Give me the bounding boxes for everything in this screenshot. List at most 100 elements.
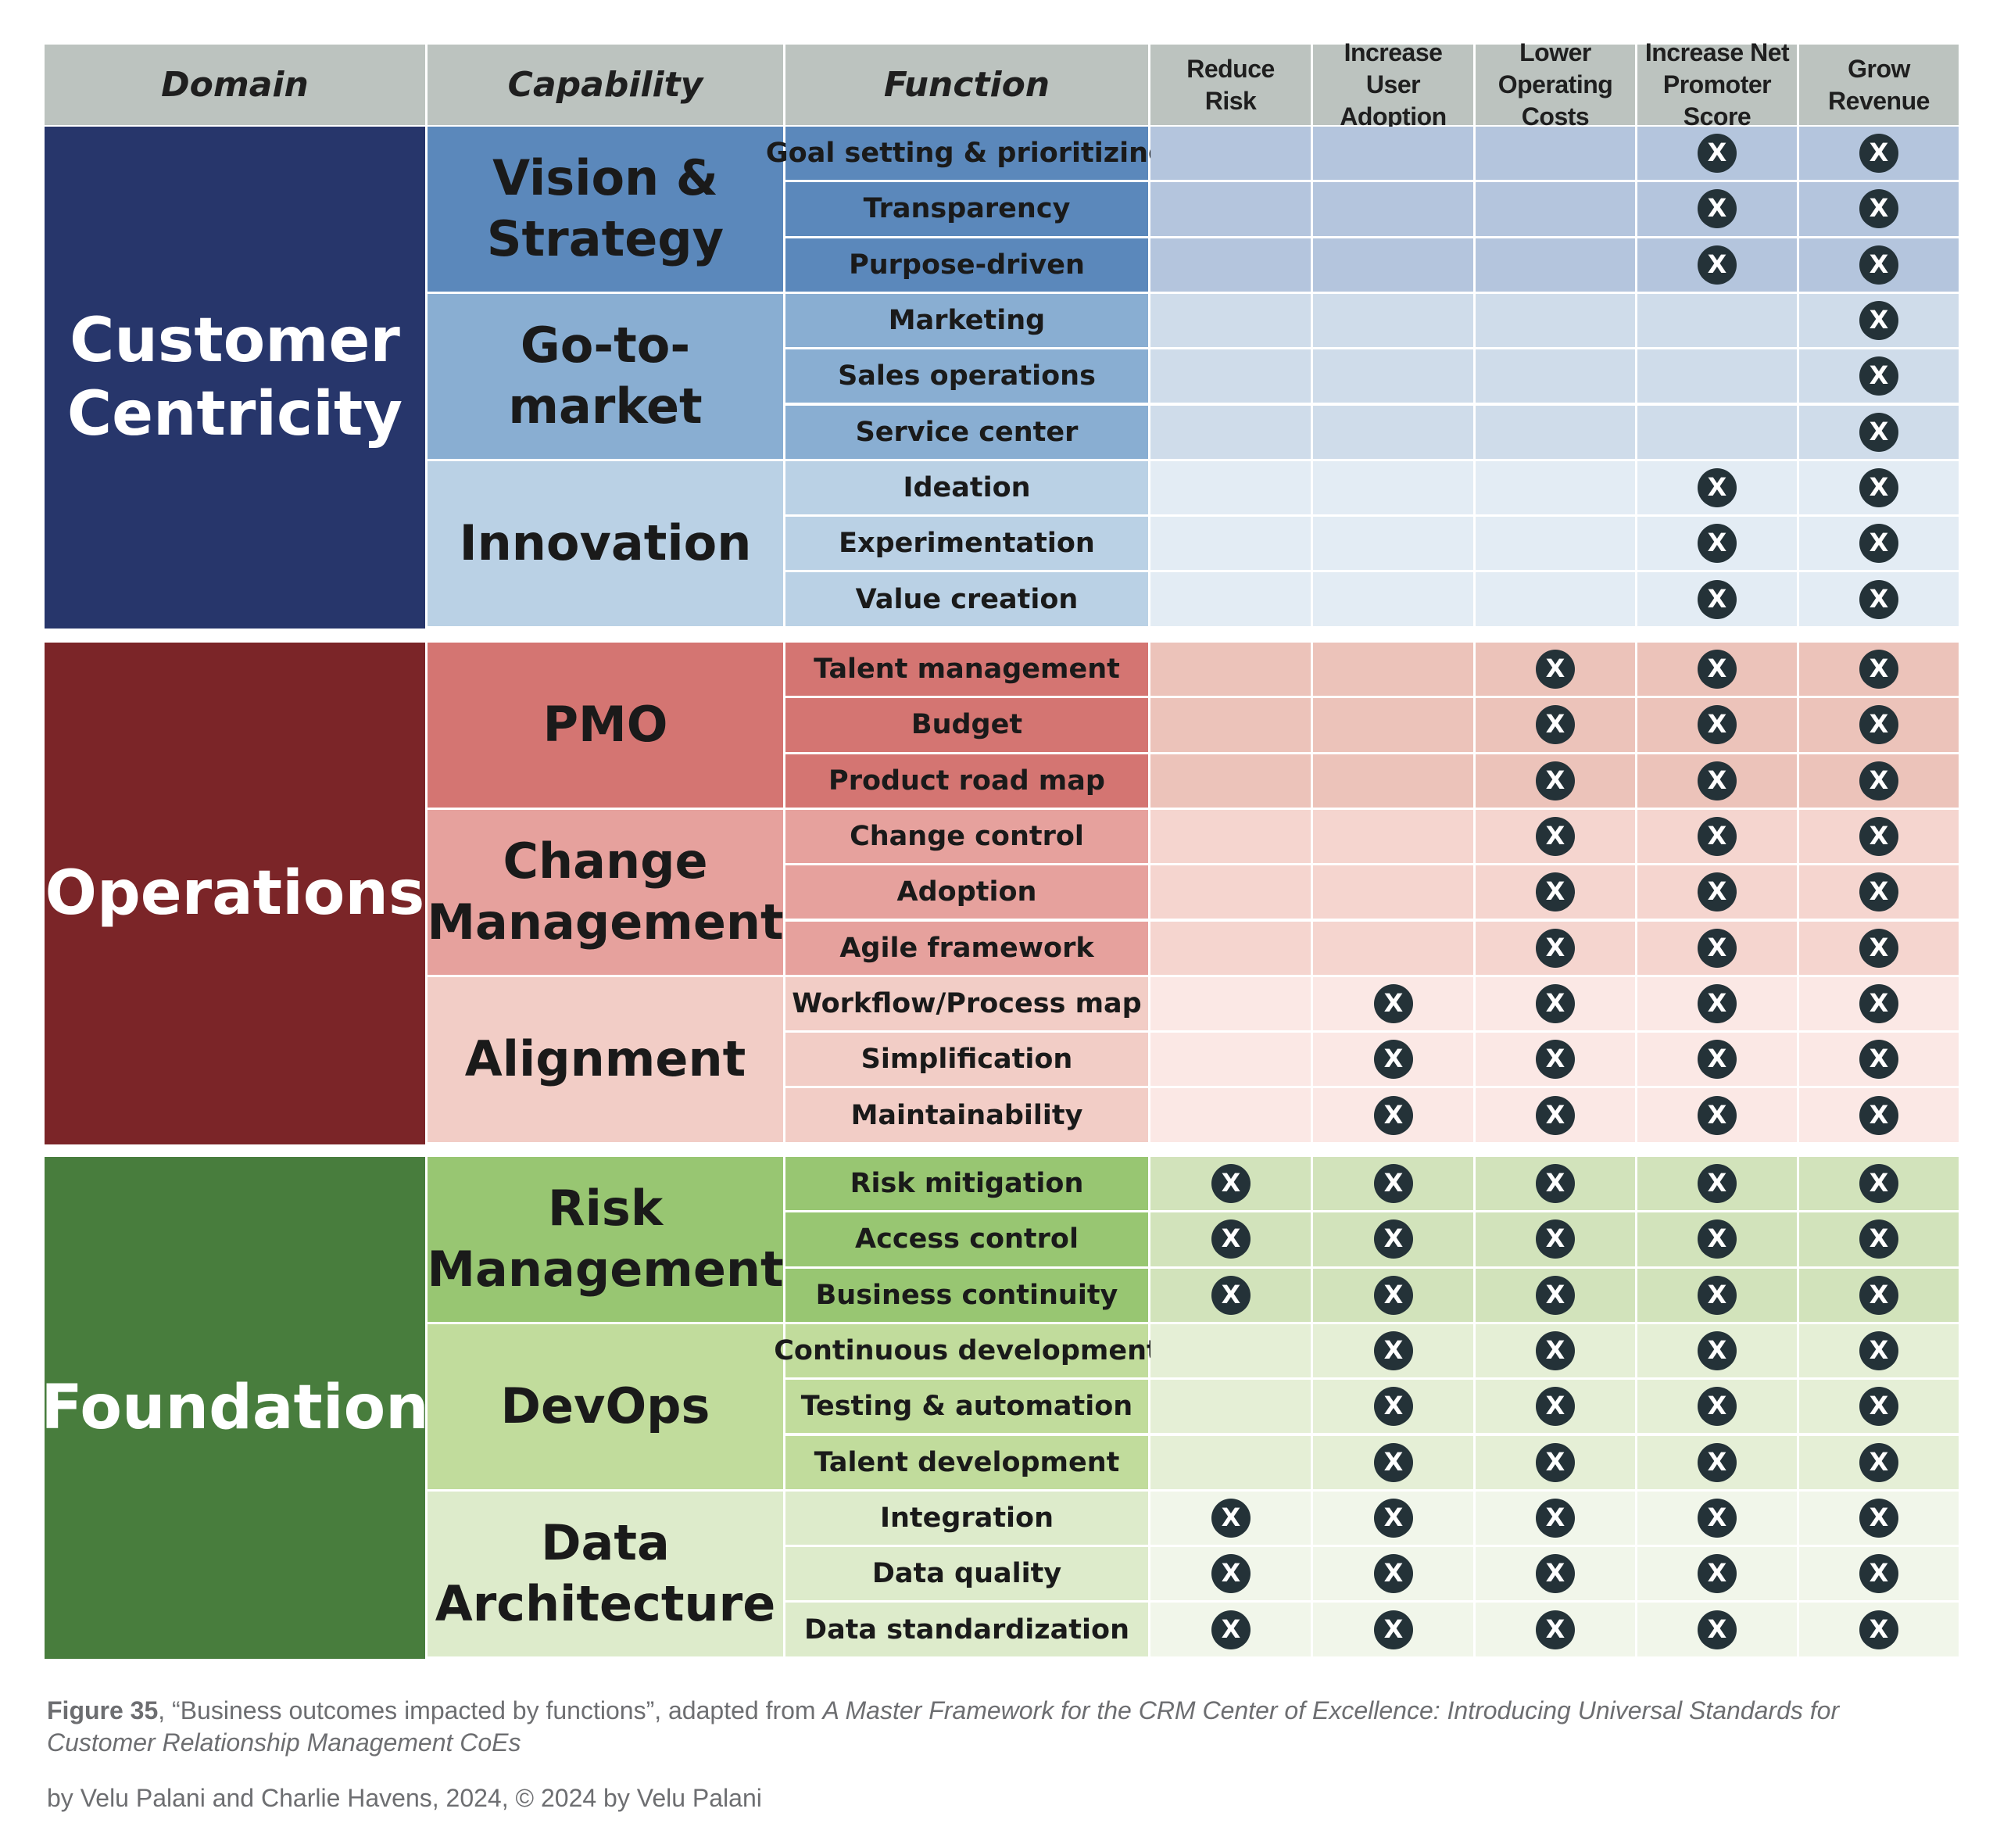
- svg-text:X: X: [1708, 933, 1727, 962]
- svg-text:X: X: [1383, 988, 1403, 1018]
- x-mark-icon: X: [1373, 1331, 1413, 1371]
- capability-cell: Vision & Strategy: [428, 127, 783, 292]
- svg-text:X: X: [1708, 472, 1727, 502]
- function-cell: Risk mitigation: [785, 1157, 1148, 1211]
- x-mark-icon: X: [1859, 245, 1898, 285]
- function-cell: Talent development: [785, 1435, 1148, 1489]
- outcome-cell: [1313, 643, 1473, 697]
- x-mark-icon: X: [1536, 1442, 1575, 1482]
- x-mark-icon: X: [1698, 1442, 1737, 1482]
- svg-text:X: X: [1870, 1168, 1889, 1198]
- svg-text:X: X: [1221, 1558, 1240, 1588]
- outcome-cell: [1150, 921, 1311, 975]
- x-mark-icon: X: [1211, 1610, 1251, 1649]
- outcome-cell: [1476, 517, 1635, 571]
- outcome-cell: [1150, 1380, 1311, 1434]
- x-mark-icon: X: [1698, 1387, 1737, 1427]
- x-mark-icon: X: [1859, 1498, 1898, 1538]
- svg-text:X: X: [1708, 988, 1727, 1018]
- function-cell: Testing & automation: [785, 1380, 1148, 1434]
- x-mark-icon: X: [1536, 1498, 1575, 1538]
- x-mark-icon: X: [1536, 1219, 1575, 1259]
- outcome-cell: [1150, 349, 1311, 403]
- svg-text:X: X: [1708, 709, 1727, 739]
- x-mark-icon: X: [1698, 524, 1737, 564]
- svg-text:X: X: [1708, 584, 1727, 614]
- svg-text:X: X: [1870, 584, 1889, 614]
- outcome-cell: [1313, 293, 1473, 348]
- x-mark-icon: X: [1373, 1610, 1413, 1649]
- function-cell: Workflow/Process map: [785, 976, 1148, 1031]
- x-mark-icon: X: [1859, 1554, 1898, 1594]
- outcome-cell: [1476, 572, 1635, 626]
- function-cell: Sales operations: [785, 349, 1148, 403]
- x-mark-icon: X: [1698, 579, 1737, 619]
- svg-text:X: X: [1870, 765, 1889, 795]
- svg-text:X: X: [1870, 305, 1889, 335]
- x-mark-icon: X: [1859, 1387, 1898, 1427]
- outcome-cell: [1150, 572, 1311, 626]
- function-cell: Experimentation: [785, 517, 1148, 571]
- svg-text:X: X: [1708, 876, 1727, 906]
- x-mark-icon: X: [1536, 705, 1575, 745]
- x-mark-icon: X: [1698, 1164, 1737, 1204]
- svg-text:X: X: [1708, 1044, 1727, 1073]
- x-mark-icon: X: [1211, 1498, 1251, 1538]
- x-mark-icon: X: [1859, 356, 1898, 396]
- svg-text:X: X: [1708, 1502, 1727, 1532]
- x-mark-icon: X: [1698, 1498, 1737, 1538]
- svg-text:X: X: [1870, 138, 1889, 167]
- x-mark-icon: X: [1536, 1275, 1575, 1315]
- svg-text:X: X: [1870, 528, 1889, 557]
- x-mark-icon: X: [1211, 1554, 1251, 1594]
- function-cell: Data standardization: [785, 1603, 1148, 1656]
- x-mark-icon: X: [1859, 1164, 1898, 1204]
- function-cell: Agile framework: [785, 921, 1148, 975]
- svg-text:X: X: [1546, 1391, 1565, 1420]
- x-mark-icon: X: [1536, 1164, 1575, 1204]
- svg-text:X: X: [1383, 1223, 1403, 1253]
- caption-title-line: Figure 35, “Business outcomes impacted b…: [47, 1695, 1954, 1759]
- svg-text:X: X: [1546, 1168, 1565, 1198]
- domain-cell: Foundation: [41, 1157, 429, 1659]
- svg-text:X: X: [1870, 1391, 1889, 1420]
- outcome-cell: [1313, 809, 1473, 864]
- svg-text:X: X: [1383, 1100, 1403, 1130]
- svg-text:X: X: [1708, 1223, 1727, 1253]
- figure-caption: Figure 35, “Business outcomes impacted b…: [47, 1695, 1954, 1814]
- svg-text:X: X: [1708, 1100, 1727, 1130]
- svg-text:X: X: [1870, 988, 1889, 1018]
- function-cell: Business continuity: [785, 1268, 1148, 1322]
- svg-text:X: X: [1708, 1391, 1727, 1420]
- svg-text:X: X: [1546, 1100, 1565, 1130]
- outcome-cell: [1313, 460, 1473, 515]
- svg-text:X: X: [1708, 654, 1727, 683]
- svg-text:X: X: [1870, 249, 1889, 279]
- x-mark-icon: X: [1373, 1498, 1413, 1538]
- x-mark-icon: X: [1698, 650, 1737, 689]
- x-mark-icon: X: [1698, 1040, 1737, 1080]
- outcome-cell: [1150, 976, 1311, 1031]
- caption-credit: by Velu Palani and Charlie Havens, 2024,…: [47, 1784, 762, 1812]
- function-cell: Budget: [785, 698, 1148, 752]
- outcome-cell: [1150, 809, 1311, 864]
- function-cell: Transparency: [785, 182, 1148, 236]
- x-mark-icon: X: [1859, 1219, 1898, 1259]
- header-outcome: Grow Revenue: [1799, 45, 1959, 125]
- svg-text:X: X: [1383, 1044, 1403, 1073]
- x-mark-icon: X: [1373, 1040, 1413, 1080]
- svg-text:X: X: [1870, 876, 1889, 906]
- outcome-cell: [1476, 293, 1635, 348]
- svg-text:X: X: [1708, 1558, 1727, 1588]
- x-mark-icon: X: [1373, 1554, 1413, 1594]
- svg-text:X: X: [1546, 1223, 1565, 1253]
- capability-cell: Risk Management: [427, 1157, 784, 1322]
- outcome-cell: [1150, 754, 1311, 808]
- x-mark-icon: X: [1698, 467, 1737, 507]
- svg-text:X: X: [1383, 1447, 1403, 1477]
- x-mark-icon: X: [1536, 1095, 1575, 1135]
- x-mark-icon: X: [1536, 1554, 1575, 1594]
- x-mark-icon: X: [1698, 1095, 1737, 1135]
- x-mark-icon: X: [1536, 817, 1575, 857]
- outcome-cell: [1150, 1033, 1311, 1087]
